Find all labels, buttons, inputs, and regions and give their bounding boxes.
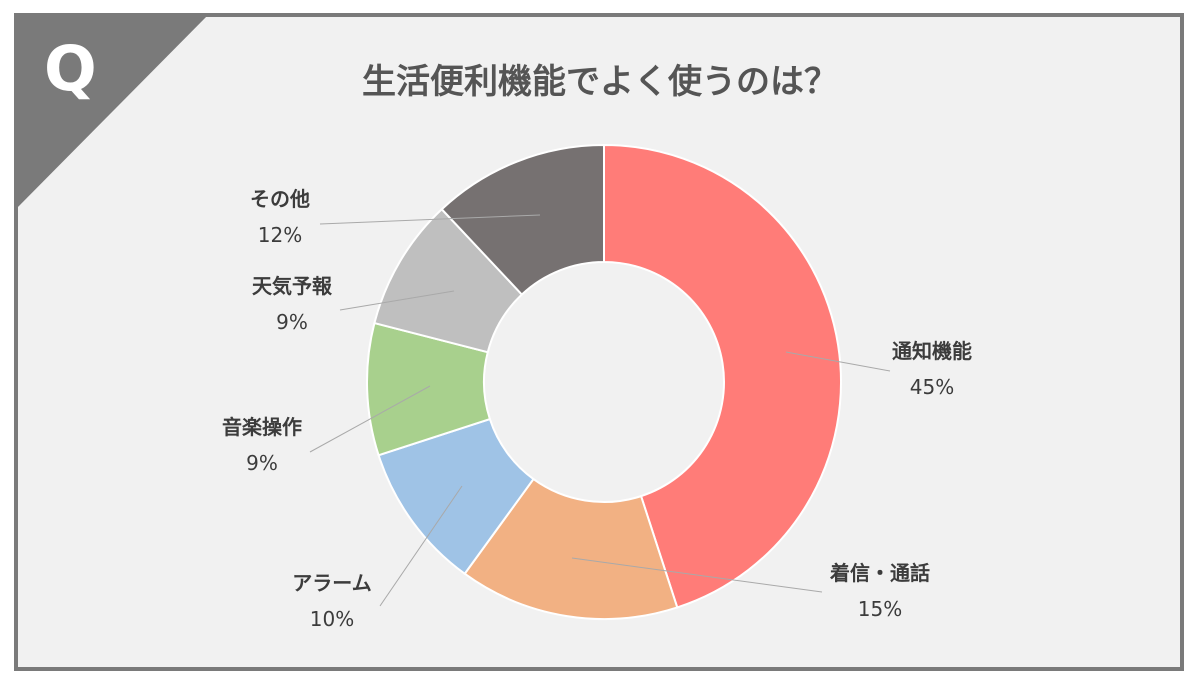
slice-label-4: 音楽操作 xyxy=(222,415,302,439)
slice-value-4: 9% xyxy=(246,451,278,475)
leader-line-6 xyxy=(319,214,541,225)
slice-label-5: 天気予報 xyxy=(252,274,333,298)
leader-line-1 xyxy=(785,351,891,372)
leader-line-3 xyxy=(379,485,463,607)
slice-value-1: 45% xyxy=(910,375,954,399)
leader-line-2 xyxy=(571,557,823,593)
leader-line-5 xyxy=(339,290,455,311)
slice-value-2: 15% xyxy=(858,597,902,621)
slice-value-5: 9% xyxy=(276,310,308,334)
slice-value-3: 10% xyxy=(310,607,354,631)
slice-label-6: その他 xyxy=(250,187,310,211)
donut-slice-1 xyxy=(603,143,842,609)
chart-title: 生活便利機能でよく使うのは？ xyxy=(362,62,838,102)
slice-value-6: 12% xyxy=(258,223,302,247)
leader-line-4 xyxy=(309,385,431,453)
slice-label-2: 着信・通話 xyxy=(829,561,930,585)
question-letter: Q xyxy=(44,32,97,105)
donut-slice-6 xyxy=(440,143,605,296)
slice-label-1: 通知機能 xyxy=(892,339,972,363)
slice-labels: 通知機能 45% 着信・通話 15% アラーム 10% 音楽操作 9% 天気予報 9% その他 12% xyxy=(222,187,972,631)
donut-slices xyxy=(366,143,842,620)
donut-slice-2 xyxy=(463,477,679,620)
slice-label-3: アラーム xyxy=(292,571,371,595)
